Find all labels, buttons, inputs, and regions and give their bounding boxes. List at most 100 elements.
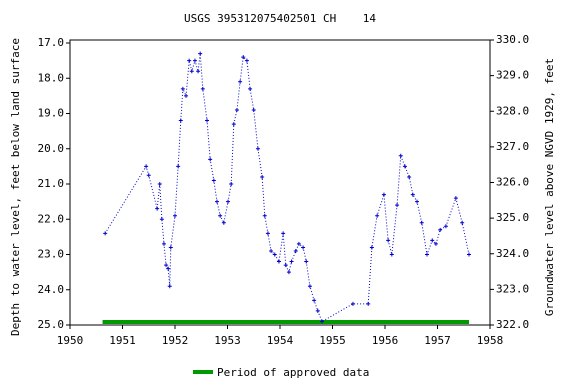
y-tick-label: 20.0 [38,142,65,155]
data-point [248,86,253,91]
plot-frame [69,39,491,326]
data-point [415,199,420,204]
data-point [460,220,465,225]
x-tick-label: 1958 [477,334,504,347]
y-tick-label: 17.0 [38,36,65,49]
data-point [467,252,471,257]
data-point [200,86,205,91]
data-point [198,51,203,56]
data-point [283,263,288,268]
data-point [218,213,223,218]
x-tick-label: 1952 [162,334,189,347]
data-point [205,118,210,123]
data-point [389,252,394,257]
y-tick-label: 18.0 [38,71,65,84]
data-point [398,153,403,158]
data-point [419,220,424,225]
data-point [386,238,391,243]
data-point [433,241,438,246]
data-point [307,284,312,289]
data-point [312,298,317,303]
data-point [157,182,162,186]
x-tick-label: 1955 [319,334,346,347]
y2-tick-label: 326.0 [496,176,529,189]
data-point [178,118,183,123]
data-point [443,224,448,229]
data-point [304,259,309,264]
legend-label: Period of approved data [217,366,369,379]
y-axis-title: Depth to water level, feet below land su… [9,38,22,336]
data-point [402,164,407,169]
y-tick-label: 23.0 [38,248,65,261]
data-point [410,192,415,197]
data-point [453,196,458,201]
data-point [438,227,443,232]
y2-tick-label: 325.0 [496,211,529,224]
data-point [211,178,216,183]
data-point [272,252,277,257]
x-tick-label: 1953 [214,334,241,347]
data-point [173,213,177,218]
data-point [166,266,171,271]
data-point [187,58,192,63]
data-point [180,86,185,91]
data-line [104,53,470,323]
data-point [262,213,267,218]
data-point [192,58,197,63]
data-point [425,252,429,257]
x-tick-label: 1951 [109,334,136,347]
data-point [231,122,236,127]
y2-tick-label: 328.0 [496,104,529,117]
data-point [103,231,108,236]
data-point [189,69,194,74]
data-point [281,231,286,236]
data-point [255,146,260,151]
data-point [395,203,400,208]
data-point [369,245,374,250]
data-point [375,213,380,218]
data-point [430,238,435,243]
y-tick-label: 19.0 [38,107,65,120]
y-tick-label: 24.0 [38,283,65,296]
chart-title: USGS 395312075402501 CH 14 [184,12,376,25]
data-point [381,192,386,197]
data-point [234,107,239,112]
data-point [161,241,166,246]
y2-tick-label: 323.0 [496,282,529,295]
data-point [238,79,243,84]
data-point [226,199,231,204]
data-point [146,173,151,178]
data-point [289,259,294,264]
x-tick-label: 1957 [424,334,451,347]
data-point [168,245,173,250]
data-point [164,263,169,268]
x-tick-label: 1954 [267,334,294,347]
data-point [260,174,265,179]
data-point [251,107,256,112]
data-point [286,270,291,275]
data-point [366,301,371,306]
data-point [407,174,412,179]
y2-tick-label: 330.0 [496,33,529,46]
data-point [269,248,274,253]
data-point [276,259,281,264]
y-tick-label: 21.0 [38,177,65,190]
data-point [241,55,246,60]
data-point [244,58,249,63]
y2-tick-label: 322.0 [496,318,529,331]
y-tick-label: 22.0 [38,212,65,225]
data-point [176,164,181,169]
data-point [301,245,306,250]
y2-axis-title: Groundwater level above NGVD 1929, feet [543,58,556,316]
data-point [296,241,301,246]
data-point [221,220,226,225]
data-point [167,284,172,289]
data-point [350,301,355,306]
y2-tick-label: 324.0 [496,247,529,260]
data-point [229,182,234,186]
data-point [155,206,160,211]
data-point [184,93,189,98]
data-point [215,199,219,204]
x-tick-label: 1950 [57,334,84,347]
